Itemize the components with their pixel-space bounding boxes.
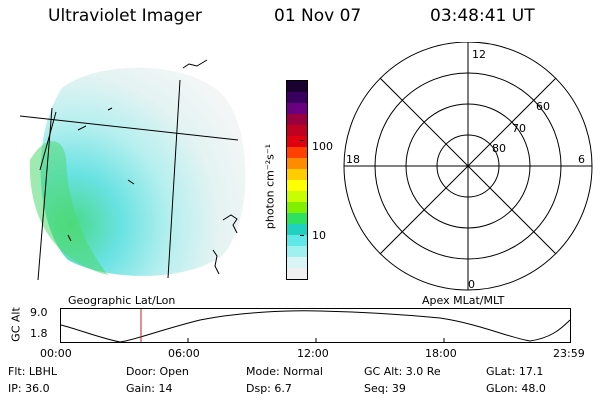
glon-status: GLon: 48.0 bbox=[486, 382, 546, 395]
altitude-curve bbox=[60, 310, 571, 343]
colorbar-segment bbox=[287, 125, 307, 136]
orbit-altitude-plot bbox=[60, 308, 571, 343]
grid-line bbox=[37, 107, 53, 281]
colorbar-segment bbox=[287, 257, 307, 268]
colorbar-tick-10: 10 bbox=[312, 229, 326, 242]
mlt-label-0: 0 bbox=[468, 278, 475, 291]
colorbar-segment bbox=[287, 202, 307, 213]
gain-status: Gain: 14 bbox=[126, 382, 173, 395]
dsp-status: Dsp: 6.7 bbox=[246, 382, 292, 395]
gc-alt-status: GC Alt: 3.0 Re bbox=[364, 365, 441, 378]
colorbar-segment bbox=[287, 169, 307, 180]
earth-disk bbox=[40, 67, 246, 276]
filter-status: Flt: LBHL bbox=[8, 365, 57, 378]
colorbar-unit-label: photon cm⁻²s⁻¹ bbox=[263, 143, 277, 230]
aurora-band bbox=[29, 141, 108, 275]
colorbar-segment bbox=[287, 136, 307, 147]
auroral-image bbox=[19, 59, 246, 281]
colorbar-segment bbox=[287, 224, 307, 235]
ip-status: IP: 36.0 bbox=[8, 382, 50, 395]
coastline bbox=[182, 59, 208, 69]
grid-line bbox=[39, 111, 57, 171]
geographic-caption: Geographic Lat/Lon bbox=[68, 294, 176, 307]
y-tick-9: 9.0 bbox=[30, 306, 48, 319]
coastline bbox=[212, 249, 220, 275]
grid-line bbox=[19, 115, 239, 141]
time-label: 03:48:41 UT bbox=[430, 6, 535, 26]
colorbar-segment bbox=[287, 235, 307, 246]
colorbar-segment bbox=[287, 268, 307, 279]
colorbar-segment bbox=[287, 92, 307, 103]
x-tick-1200: 12:00 bbox=[297, 347, 329, 360]
mlt-line-diag bbox=[379, 77, 557, 255]
y-tick-1-8: 1.8 bbox=[30, 327, 48, 340]
coastline bbox=[67, 107, 135, 242]
mlt-label-18: 18 bbox=[346, 153, 360, 166]
colorbar-tick-100: 100 bbox=[312, 140, 333, 153]
colorbar-segment bbox=[287, 158, 307, 169]
lat-label-80: 80 bbox=[492, 142, 506, 155]
polar-plot: 12 18 6 0 60 70 80 bbox=[343, 42, 593, 291]
instrument-title: Ultraviolet Imager bbox=[48, 6, 202, 26]
colorbar-segment bbox=[287, 81, 307, 92]
colorbar-segment bbox=[287, 180, 307, 191]
colorbar-segment bbox=[287, 246, 307, 257]
lat-label-70: 70 bbox=[512, 122, 526, 135]
mlt-label-12: 12 bbox=[472, 48, 486, 61]
colorbar-segment bbox=[287, 103, 307, 114]
colorbar-segment bbox=[287, 114, 307, 125]
mlt-label-6: 6 bbox=[578, 153, 585, 166]
x-tick-0000: 00:00 bbox=[40, 347, 72, 360]
colorbar-tick-mark bbox=[300, 140, 304, 141]
colorbar-tick-mark bbox=[300, 235, 304, 236]
colorbar-segment bbox=[287, 191, 307, 202]
coastline bbox=[222, 214, 238, 234]
mode-status: Mode: Normal bbox=[246, 365, 323, 378]
glat-status: GLat: 17.1 bbox=[486, 365, 544, 378]
gc-alt-axis-label: GC Alt bbox=[9, 307, 23, 342]
colorbar-segment bbox=[287, 147, 307, 158]
colorbar-segment bbox=[287, 213, 307, 224]
door-status: Door: Open bbox=[126, 365, 189, 378]
color-bar bbox=[286, 80, 308, 280]
lat-label-60: 60 bbox=[536, 100, 550, 113]
x-tick-2359: 23:59 bbox=[553, 347, 585, 360]
x-tick-0600: 06:00 bbox=[168, 347, 200, 360]
seq-status: Seq: 39 bbox=[364, 382, 406, 395]
x-tick-1800: 18:00 bbox=[425, 347, 457, 360]
apex-caption: Apex MLat/MLT bbox=[422, 294, 505, 307]
grid-line bbox=[167, 79, 181, 279]
date-label: 01 Nov 07 bbox=[274, 6, 362, 26]
